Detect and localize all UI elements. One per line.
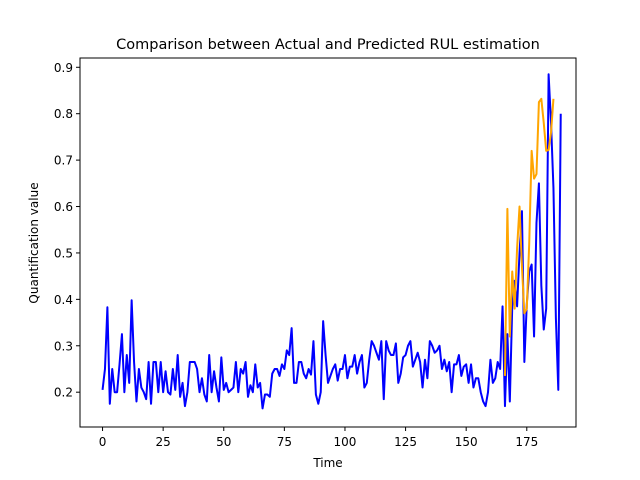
plot-area: [79, 57, 577, 428]
x-tick-label: 75: [277, 435, 292, 449]
y-tick-label: 0.8: [54, 107, 73, 121]
x-tick-label: 0: [99, 435, 107, 449]
chart-title: Comparison between Actual and Predicted …: [116, 37, 540, 53]
x-tick-label: 100: [334, 435, 357, 449]
series-line-2: [503, 97, 555, 376]
y-tick-label: 0.6: [54, 200, 73, 214]
y-tick-label: 0.4: [54, 293, 73, 307]
y-tick-label: 0.9: [54, 61, 73, 75]
x-tick-label: 150: [455, 435, 478, 449]
y-tick-label: 0.7: [54, 154, 73, 168]
y-axis: 0.2 0.3 0.4 0.5 0.6 0.7 0.8 0.9: [54, 61, 80, 400]
y-tick-label: 0.2: [54, 386, 73, 400]
x-tick-label: 25: [156, 435, 171, 449]
y-tick-label: 0.5: [54, 246, 73, 260]
y-tick-label: 0.3: [54, 339, 73, 353]
x-axis-label: Time: [312, 456, 342, 470]
x-tick-label: 50: [216, 435, 231, 449]
y-axis-label: Quantification value: [27, 182, 41, 303]
x-tick-label: 175: [515, 435, 538, 449]
x-tick-label: 125: [394, 435, 417, 449]
plot-frame: [79, 57, 577, 428]
series-line-1: [101, 73, 562, 410]
x-axis: 0 25 50 75 100 125 150 175: [99, 427, 538, 449]
